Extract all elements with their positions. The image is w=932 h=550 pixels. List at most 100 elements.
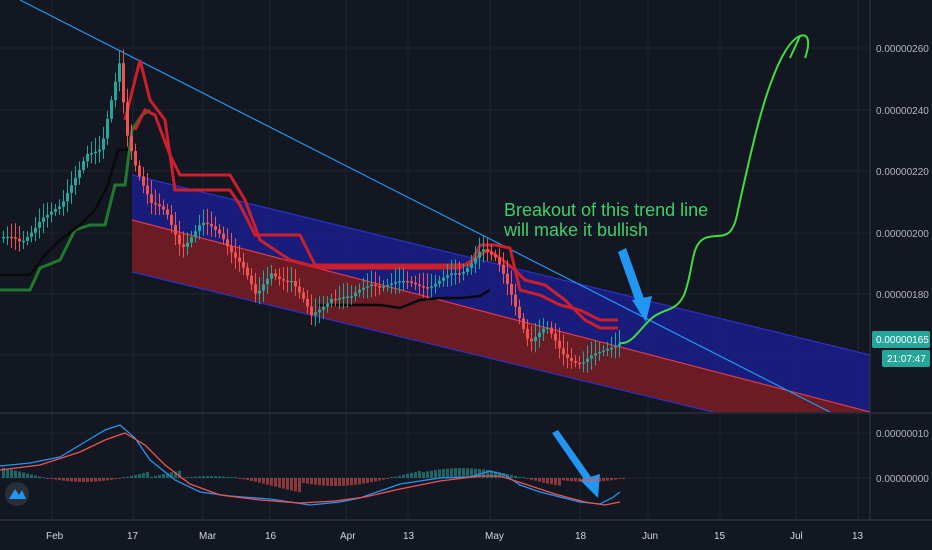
candle bbox=[366, 286, 369, 288]
candle bbox=[174, 224, 177, 235]
macd-histogram-bar bbox=[42, 477, 45, 478]
candle bbox=[386, 285, 389, 287]
candle bbox=[542, 328, 545, 333]
candle bbox=[10, 236, 13, 239]
candle bbox=[266, 278, 269, 285]
macd-histogram-bar bbox=[254, 478, 257, 482]
macd-histogram-bar bbox=[282, 478, 285, 489]
macd-histogram-bar bbox=[2, 467, 5, 478]
candle bbox=[346, 296, 349, 298]
macd-histogram-bar bbox=[118, 478, 121, 479]
candle bbox=[334, 298, 337, 301]
macd-histogram-bar bbox=[414, 471, 417, 478]
candle bbox=[394, 282, 397, 284]
candle bbox=[158, 204, 161, 207]
macd-histogram-bar bbox=[14, 470, 17, 478]
candle bbox=[82, 161, 85, 170]
candle bbox=[74, 177, 77, 186]
candle bbox=[62, 201, 65, 207]
candle bbox=[122, 63, 125, 103]
macd-histogram-bar bbox=[310, 478, 313, 485]
candle bbox=[606, 349, 609, 351]
macd-y-tick-label: 0.00000010 bbox=[876, 429, 929, 440]
macd-histogram-bar bbox=[302, 478, 305, 483]
macd-histogram-bar bbox=[474, 468, 477, 478]
macd-arrow bbox=[552, 430, 600, 498]
candle bbox=[590, 355, 593, 359]
channel-top-line bbox=[131, 174, 870, 356]
candle bbox=[282, 279, 285, 281]
macd-histogram-bar bbox=[274, 478, 277, 487]
macd-histogram-bar bbox=[106, 478, 109, 481]
trend-line[interactable] bbox=[19, 0, 831, 412]
macd-histogram-bar bbox=[270, 478, 273, 486]
candle bbox=[26, 236, 29, 241]
macd-histogram-bar bbox=[86, 478, 89, 482]
macd-histogram-bar bbox=[490, 470, 493, 478]
macd-histogram-bar bbox=[358, 478, 361, 485]
macd-histogram-bar bbox=[502, 473, 505, 478]
candle bbox=[594, 353, 597, 356]
candle bbox=[190, 237, 193, 243]
macd-histogram-bar bbox=[266, 478, 269, 485]
tradingview-logo-icon[interactable] bbox=[5, 482, 29, 506]
macd-histogram-bar bbox=[242, 478, 245, 480]
macd-histogram-bar bbox=[550, 478, 553, 485]
candle bbox=[414, 282, 417, 285]
macd-histogram-bar bbox=[438, 469, 441, 478]
candle bbox=[314, 312, 317, 316]
macd-histogram-bar bbox=[530, 478, 533, 480]
candle bbox=[22, 240, 25, 243]
candle bbox=[194, 231, 197, 238]
candle bbox=[498, 257, 501, 265]
candle bbox=[42, 217, 45, 222]
candle bbox=[434, 283, 437, 287]
macd-histogram-bar bbox=[454, 468, 457, 478]
macd-histogram-bar bbox=[98, 478, 101, 482]
candle bbox=[318, 309, 321, 313]
macd-histogram-bar bbox=[190, 477, 193, 478]
price-axis[interactable]: 0.00000260 0.00000240 0.00000220 0.00000… bbox=[876, 44, 929, 301]
candle bbox=[146, 185, 149, 195]
baseline-line bbox=[0, 148, 128, 277]
x-tick-label: Mar bbox=[199, 531, 217, 542]
candle bbox=[566, 354, 569, 359]
y-tick-label: 0.00000220 bbox=[876, 167, 929, 178]
macd-histogram-bar bbox=[122, 477, 125, 478]
candle bbox=[326, 303, 329, 307]
macd-histogram-bar bbox=[558, 478, 561, 486]
macd-histogram-bar bbox=[230, 477, 233, 478]
candle bbox=[90, 153, 93, 155]
macd-histogram-bar bbox=[186, 477, 189, 478]
candle bbox=[342, 297, 345, 299]
candle bbox=[506, 273, 509, 284]
macd-histogram-bar bbox=[542, 478, 545, 483]
macd-histogram-bar bbox=[138, 473, 141, 478]
macd-histogram-bar bbox=[30, 474, 33, 478]
support-line bbox=[0, 108, 151, 292]
candle bbox=[514, 294, 517, 307]
candle bbox=[198, 225, 201, 232]
candle bbox=[206, 222, 209, 225]
candle bbox=[202, 222, 205, 226]
macd-histogram-bar bbox=[370, 478, 373, 483]
candle bbox=[358, 289, 361, 293]
macd-histogram-bar bbox=[538, 478, 541, 482]
y-tick-label: 0.00000240 bbox=[876, 106, 929, 117]
macd-histogram-bar bbox=[22, 472, 25, 478]
candle bbox=[550, 327, 553, 334]
bullish-projection-line bbox=[619, 34, 810, 345]
macd-axis[interactable]: 0.00000010 0.00000000 bbox=[876, 429, 929, 485]
time-axis[interactable]: Feb 17 Mar 16 Apr 13 May 18 Jun 15 Jul 1… bbox=[46, 531, 864, 542]
candle bbox=[354, 292, 357, 297]
candle bbox=[178, 234, 181, 245]
macd-histogram-bar bbox=[90, 478, 93, 482]
candle bbox=[378, 286, 381, 288]
macd-histogram-bar bbox=[206, 476, 209, 478]
macd-histogram-bar bbox=[50, 478, 53, 479]
macd-histogram-bar bbox=[70, 478, 73, 482]
candle bbox=[422, 286, 425, 288]
macd-histogram-bar bbox=[18, 471, 21, 478]
macd-histogram-bar bbox=[610, 478, 613, 481]
